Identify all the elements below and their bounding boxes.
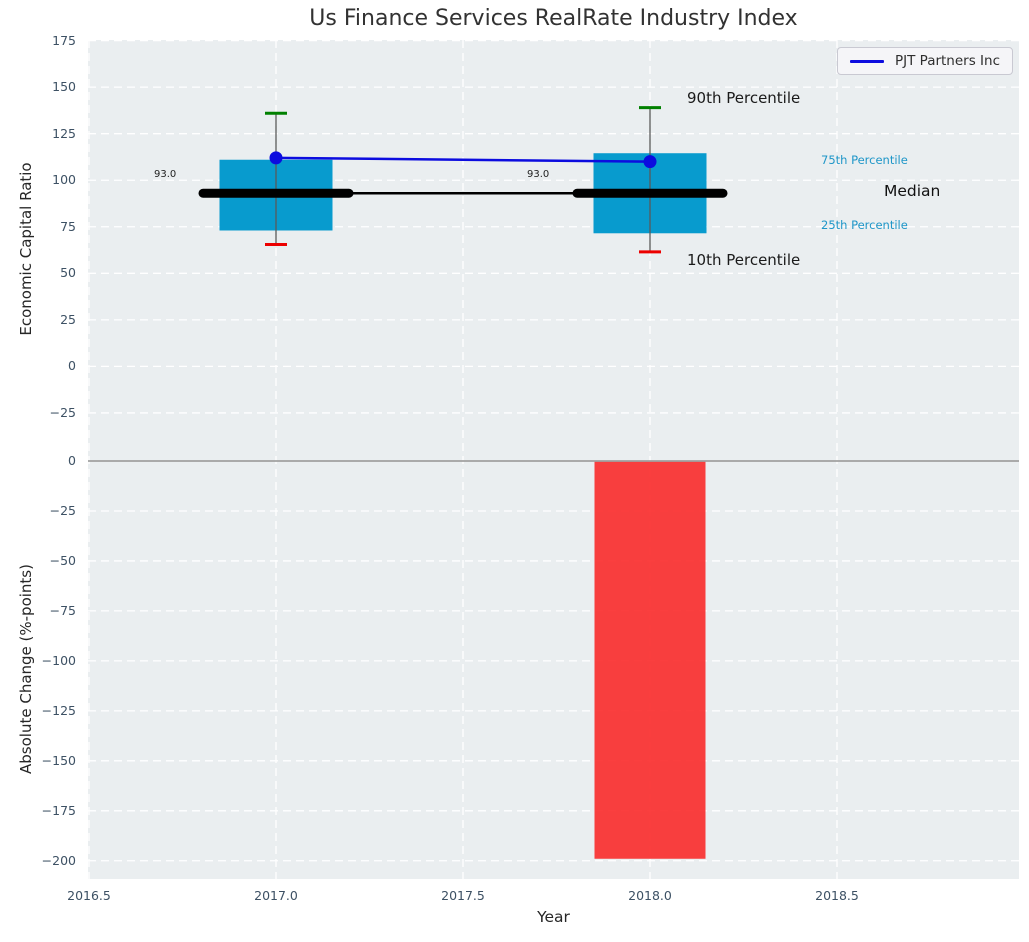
y-tick-label: −200 <box>41 852 76 868</box>
y-tick-label: 25 <box>60 311 76 327</box>
x-tick-label: 2016.5 <box>67 888 111 903</box>
annotation-25th-percentile: 25th Percentile <box>821 218 908 232</box>
median-value-label-2018: 93.0 <box>527 169 550 180</box>
y-tick-label: −50 <box>49 552 76 568</box>
y-tick-label: −150 <box>41 752 76 768</box>
y-tick-label: −125 <box>41 702 76 718</box>
x-tick-label: 2017.0 <box>254 888 298 903</box>
x-tick-label: 2018.0 <box>628 888 672 903</box>
x-tick-label: 2018.5 <box>815 888 859 903</box>
y-tick-label: −25 <box>49 404 76 420</box>
y-tick-label: 0 <box>68 358 76 374</box>
annotation-10th-percentile: 10th Percentile <box>687 251 801 269</box>
y-tick-label: 0 <box>68 453 76 468</box>
bottom-y-tick-labels: 0 −25 −50 −75 −100 −125 −150 −175 −200 <box>0 0 76 942</box>
y-tick-label: −25 <box>49 502 76 518</box>
y-tick-label: −75 <box>49 602 76 618</box>
legend-line-sample <box>850 59 884 63</box>
bottom-axes-background <box>88 459 1019 879</box>
legend: PJT Partners Inc <box>837 47 1013 75</box>
y-tick-label: 175 <box>52 32 76 48</box>
top-axes-background <box>88 40 1019 459</box>
annotation-median: Median <box>884 182 941 200</box>
chart-title: Us Finance Services RealRate Industry In… <box>309 6 798 31</box>
y-tick-label: 150 <box>52 79 76 95</box>
legend-label: PJT Partners Inc <box>895 53 1001 69</box>
median-value-label-2017: 93.0 <box>154 169 177 180</box>
x-axis-label: Year <box>537 908 570 926</box>
annotation-90th-percentile: 90th Percentile <box>687 89 801 107</box>
annotation-75th-percentile: 75th Percentile <box>821 153 908 167</box>
y-tick-label: 50 <box>60 265 76 281</box>
y-tick-label: 100 <box>52 172 76 188</box>
top-y-tick-labels: 175 150 125 100 75 50 25 0 −25 <box>0 0 76 942</box>
x-tick-label: 2017.5 <box>441 888 485 903</box>
y-tick-label: −100 <box>41 652 76 668</box>
y-tick-label: −175 <box>41 802 76 818</box>
y-tick-label: 125 <box>52 125 76 141</box>
y-tick-label: 75 <box>60 218 76 234</box>
